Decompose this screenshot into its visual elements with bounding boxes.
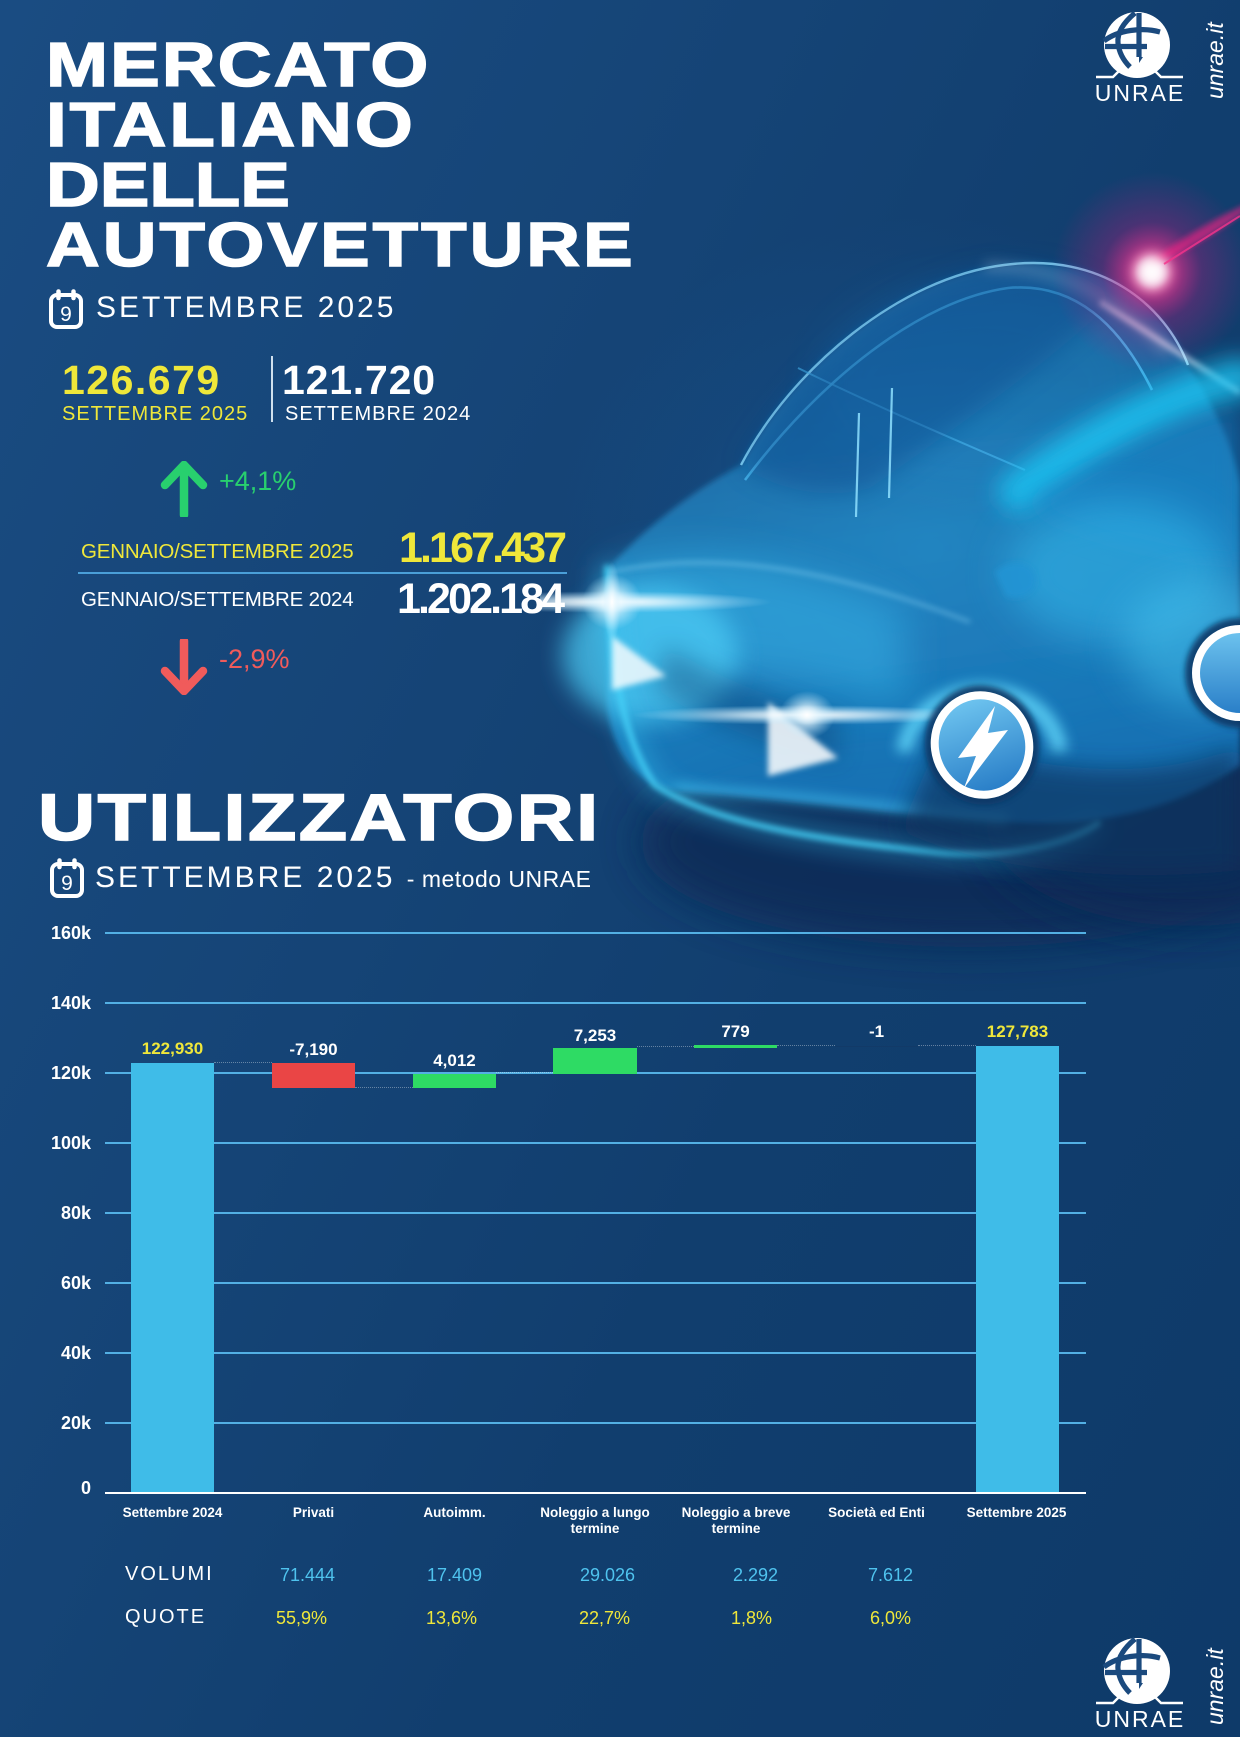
svg-text:9: 9 — [60, 303, 72, 326]
svg-text:9: 9 — [61, 872, 73, 895]
svg-text:UNRAE: UNRAE — [1095, 1706, 1186, 1732]
svg-text:UNRAE: UNRAE — [1095, 80, 1186, 106]
